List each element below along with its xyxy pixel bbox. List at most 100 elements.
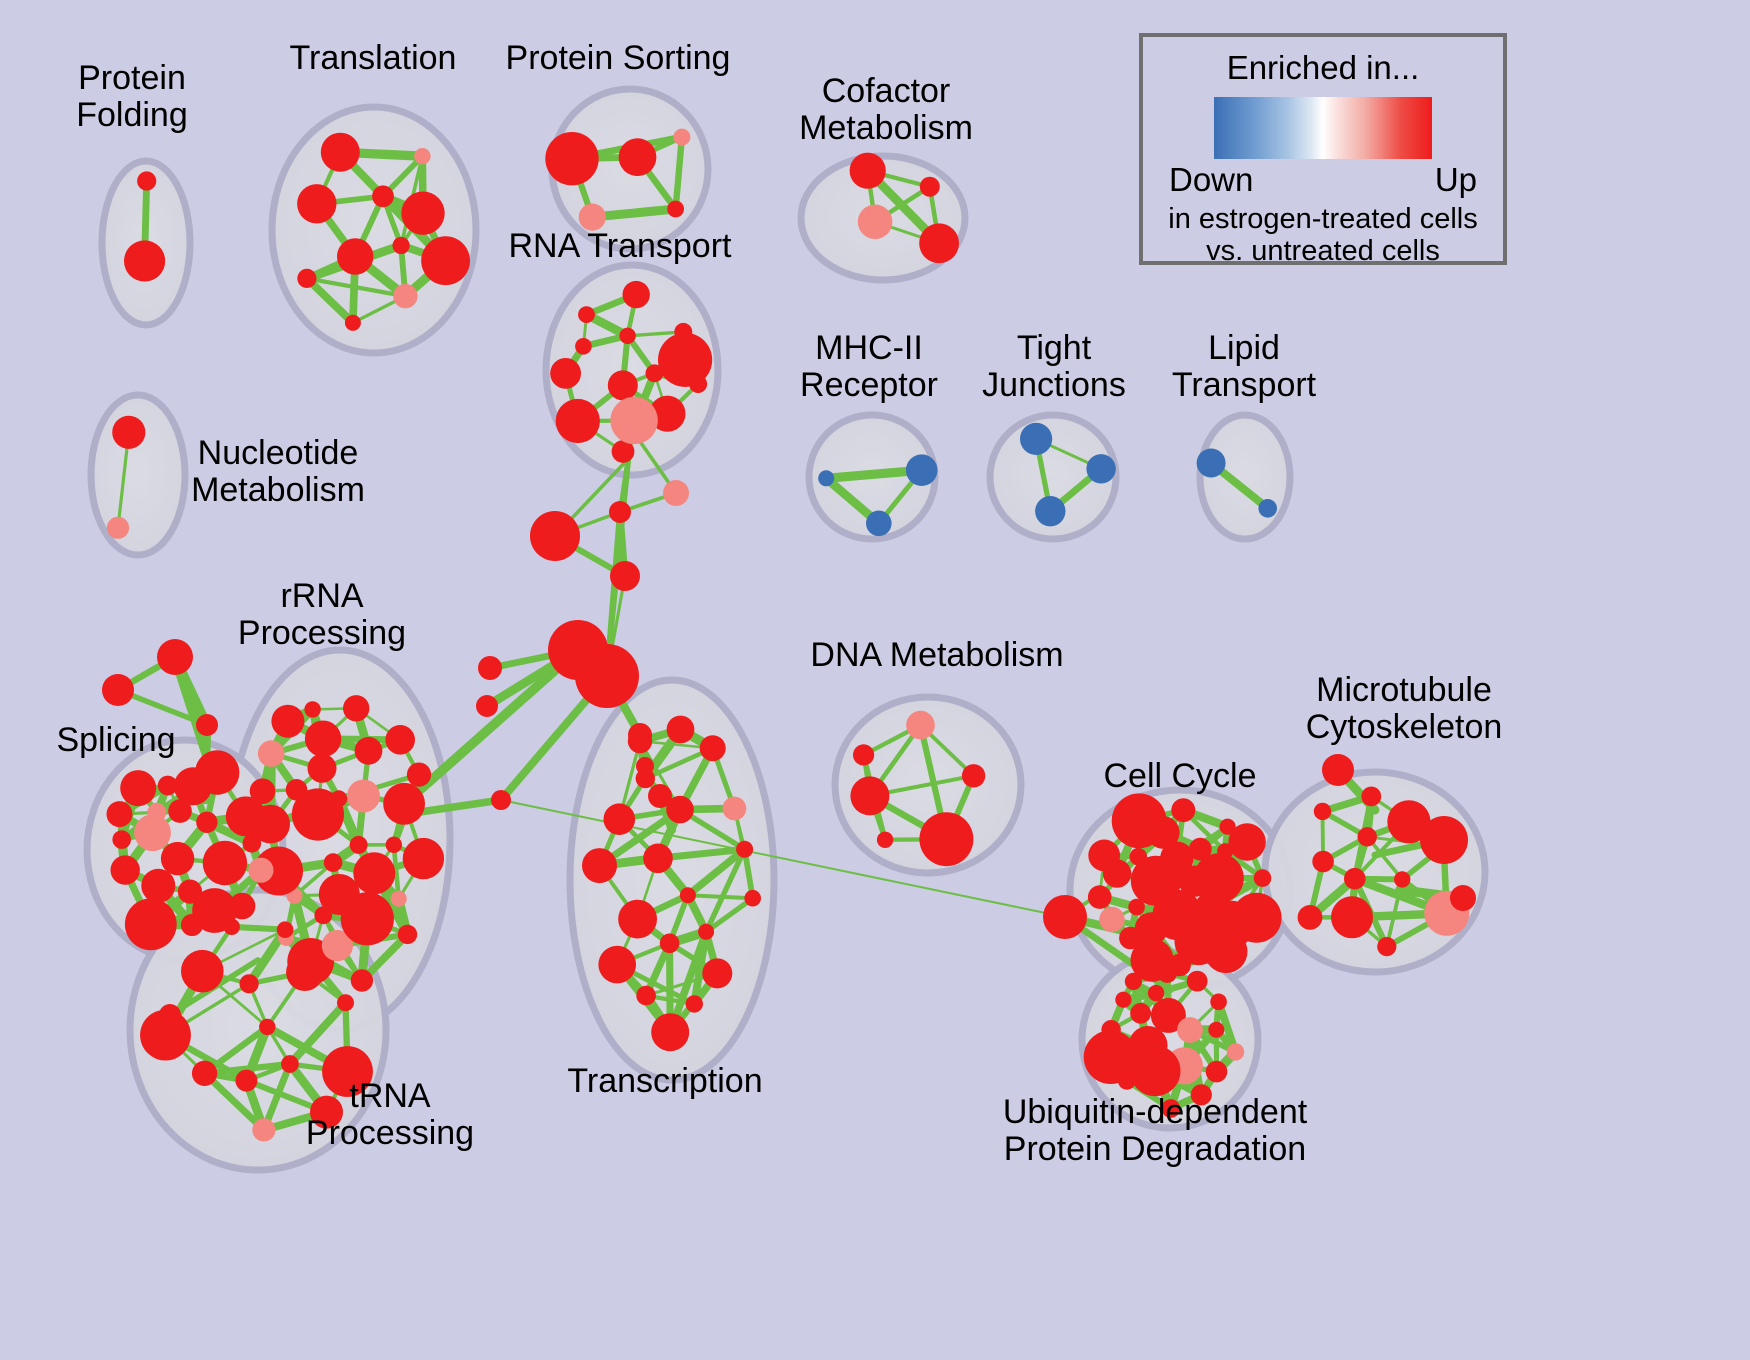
network-node: [1146, 816, 1180, 849]
network-node: [575, 338, 592, 355]
cluster-label-16: Ubiquitin-dependent Protein Degradation: [1002, 1093, 1308, 1168]
network-node: [225, 796, 266, 837]
network-node: [673, 128, 691, 146]
network-node: [242, 834, 262, 853]
cluster-label-8: Lipid Transport: [1171, 329, 1317, 404]
network-node: [354, 736, 383, 765]
cluster-label-14: Cell Cycle: [1103, 757, 1257, 795]
network-node: [276, 921, 294, 938]
network-node: [353, 852, 396, 895]
network-node: [110, 855, 140, 885]
network-node: [1377, 937, 1397, 957]
network-node: [1313, 802, 1332, 821]
cluster-label-15: Microtubule Cytoskeleton: [1305, 671, 1503, 746]
network-node: [337, 238, 374, 275]
network-node: [106, 801, 133, 828]
network-node: [666, 795, 694, 824]
network-node: [1086, 454, 1116, 484]
network-node: [905, 454, 938, 487]
edge: [690, 927, 711, 1008]
network-node: [478, 656, 502, 680]
network-node: [853, 744, 875, 766]
network-node: [1171, 798, 1196, 823]
network-node: [702, 958, 733, 989]
network-node: [259, 1018, 276, 1036]
edge: [821, 465, 927, 483]
network-node: [402, 837, 445, 880]
cluster-label-13: DNA Metabolism: [810, 636, 1064, 674]
network-node: [722, 796, 747, 821]
network-node: [649, 395, 686, 432]
network-node: [347, 779, 380, 813]
edge: [672, 133, 686, 213]
edge: [285, 998, 350, 1069]
network-node: [286, 953, 324, 991]
network-node: [961, 764, 986, 788]
network-node: [619, 327, 636, 344]
network-node: [1231, 892, 1282, 943]
network-node: [698, 923, 715, 940]
network-node: [397, 924, 418, 945]
network-node: [271, 704, 305, 738]
network-node: [322, 1046, 373, 1097]
cluster-label-4: Cofactor Metabolism: [799, 72, 973, 147]
network-node: [337, 994, 354, 1012]
network-node: [343, 695, 370, 722]
network-node: [582, 848, 617, 884]
network-node: [1129, 1045, 1181, 1097]
network-node: [102, 674, 134, 706]
cluster-label-1: Translation: [289, 39, 457, 77]
network-node: [239, 974, 259, 994]
network-node: [476, 695, 498, 717]
network-node: [1322, 754, 1354, 786]
network-node: [307, 753, 337, 783]
cluster-label-7: Tight Junctions: [982, 329, 1126, 404]
network-node: [919, 812, 974, 867]
legend-color-bar: [1214, 97, 1432, 159]
network-node: [1219, 818, 1236, 835]
network-node: [281, 1055, 299, 1073]
legend-high-label: Up: [1434, 161, 1477, 198]
network-node: [659, 933, 680, 954]
network-node: [1228, 823, 1266, 861]
network-node: [297, 268, 317, 288]
network-node: [141, 868, 176, 903]
network-node: [344, 314, 361, 331]
network-node: [744, 889, 761, 907]
network-node: [159, 1004, 181, 1026]
network-node: [137, 171, 157, 191]
bridge-edge: [416, 796, 505, 816]
network-node: [112, 415, 146, 449]
network-node: [393, 283, 418, 309]
network-node: [643, 843, 673, 874]
network-node: [679, 887, 696, 904]
network-node: [628, 723, 652, 747]
network-node: [607, 370, 638, 401]
network-node: [1226, 1043, 1245, 1061]
network-node: [1188, 837, 1212, 861]
network-node: [1099, 906, 1125, 933]
network-node: [849, 152, 886, 189]
network-node: [575, 644, 639, 708]
network-node: [622, 280, 650, 309]
network-node: [191, 1060, 218, 1087]
network-node: [1157, 963, 1178, 983]
network-node: [1177, 1017, 1203, 1043]
network-node: [611, 440, 635, 463]
network-node: [1208, 1021, 1225, 1038]
cluster-label-2: Protein Sorting: [505, 39, 731, 77]
network-node: [618, 138, 657, 177]
network-node: [1331, 896, 1373, 939]
network-node: [1087, 885, 1112, 909]
network-node: [1020, 422, 1053, 455]
network-node: [1035, 496, 1066, 527]
network-node: [1128, 898, 1145, 916]
network-node: [285, 779, 308, 801]
network-node: [818, 470, 835, 487]
legend-low-label: Down: [1169, 161, 1254, 198]
network-node: [310, 1095, 343, 1129]
edge: [391, 842, 402, 902]
network-node: [645, 364, 664, 383]
network-node: [147, 802, 167, 822]
bridge-edge: [500, 799, 1066, 918]
